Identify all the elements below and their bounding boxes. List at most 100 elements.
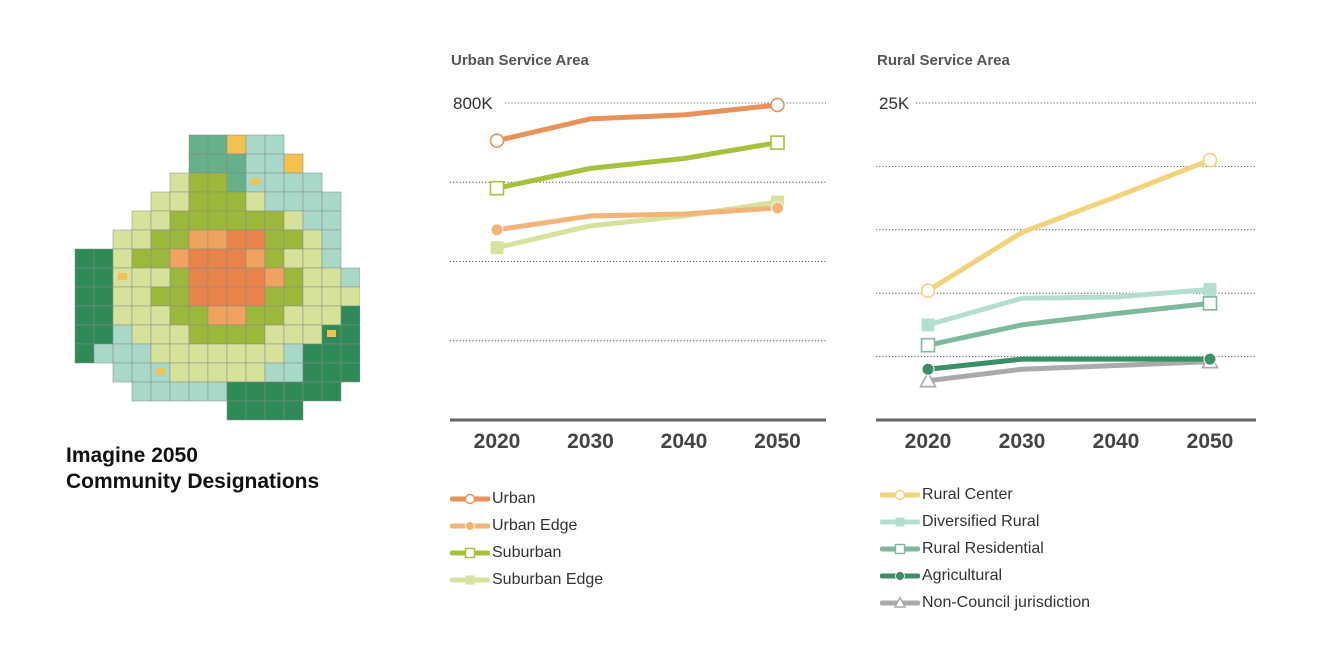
map-cell-diversified-rural [302,172,323,193]
map-rural-center-spot [251,178,260,185]
map-cell-diversified-rural [93,343,114,364]
map-cell-suburban-edge [150,210,171,231]
map-cell-suburban-edge [302,286,323,307]
point-diversified-rural-2050 [1203,282,1217,296]
map-cell-agricultural [321,381,342,402]
series-rural-residential [920,296,1218,353]
x-tick-label-2050: 2050 [754,430,801,453]
legend-item-urban-edge: Urban Edge [450,512,603,539]
series-diversified-rural [921,282,1217,332]
map-cell-agricultural [93,267,114,288]
map-cell-suburban [264,248,285,269]
map-cell-rural-residential [226,153,247,174]
map-cell-suburban-edge [150,267,171,288]
point-urban-edge-2020 [490,223,504,237]
point-rural-center-2050 [1202,152,1218,168]
map-cells [74,134,360,421]
map-cell-suburban-edge [112,305,133,326]
map-cell-suburban-edge [283,305,304,326]
map-cell-suburban-edge [245,343,266,364]
map-cell-suburban-edge [226,343,247,364]
map-cell-suburban-edge [283,248,304,269]
map-cell-agricultural [264,381,285,402]
map-cell-suburban [207,324,228,345]
series-urban [489,97,785,148]
map-cell-suburban-edge [131,324,152,345]
map-cell-suburban [150,286,171,307]
map-cell-suburban [283,267,304,288]
map-cell-urban [226,248,247,269]
map-cell-suburban-edge [150,324,171,345]
map-cell-suburban [169,305,190,326]
legend-label-rural-center: Rural Center [922,485,1013,503]
map-cell-suburban-edge [226,362,247,383]
x-tick-label-2050: 2050 [1187,430,1234,453]
map-cell-suburban-edge [169,343,190,364]
map-cell-agricultural [245,400,266,421]
map-cell-suburban-edge [264,324,285,345]
map-cell-urban-edge [264,267,285,288]
point-urban-2020 [489,133,505,148]
series-agricultural [921,352,1217,376]
map-cell-agricultural [340,305,360,326]
map-cell-agricultural [283,400,304,421]
map-cell-diversified-rural [245,134,266,155]
map-cell-suburban [169,267,190,288]
map-cell-diversified-rural [283,362,304,383]
map-cell-suburban [188,191,209,212]
x-tick-label-2030: 2030 [567,430,614,453]
urban-y-top-label: 800K [453,94,493,113]
legend-swatch-suburban-edge [450,575,490,584]
map-cell-diversified-rural [264,191,285,212]
map-cell-suburban [207,191,228,212]
legend-swatch-urban [450,493,490,504]
map-cell-diversified-rural [264,153,285,174]
map-cell-agricultural [93,305,114,326]
community-designations-map [74,134,360,421]
map-cell-agricultural [93,248,114,269]
urban-chart-title: Urban Service Area [451,52,589,69]
map-cell-diversified-rural [321,248,342,269]
map-cell-urban [226,267,247,288]
map-cell-suburban [207,210,228,231]
map-cell-urban [207,286,228,307]
rural-y-top-label: 25K [879,94,910,113]
map-cell-suburban [264,210,285,231]
map-cell-suburban [150,229,171,250]
map-cell-agricultural [74,267,95,288]
map-cell-diversified-rural [264,172,285,193]
legend-swatch-rural-center [880,489,920,500]
map-cell-urban [226,286,247,307]
map-title: Imagine 2050 Community Designations [66,443,319,495]
map-cell-suburban-edge [150,305,171,326]
series-rural-center [920,152,1218,298]
map-cell-suburban-edge [321,286,342,307]
series-suburban [489,135,785,196]
map-cell-rural-residential [188,153,209,174]
map-rural-center-spot [118,273,127,280]
x-tick-label-2020: 2020 [474,430,521,453]
legend-label-non-council-jurisdiction: Non-Council jurisdiction [922,593,1091,611]
series-line-suburban [494,140,780,191]
legend-swatch-urban-edge [450,520,490,531]
map-cell-rural-residential [207,153,228,174]
map-cell-suburban [226,324,247,345]
point-urban-edge-2050 [771,201,784,215]
map-cell-agricultural [283,381,304,402]
map-cell-suburban [188,324,209,345]
map-cell-urban [188,248,209,269]
series-line-rural-center [925,157,1213,294]
map-cell-suburban-edge [150,191,171,212]
map-cell-suburban-edge [188,343,209,364]
map-cell-diversified-rural [264,362,285,383]
map-cell-suburban [131,248,152,269]
map-cell-suburban-edge [169,172,190,193]
legend-label-urban: Urban [492,489,536,507]
x-tick-label-2040: 2040 [661,430,708,453]
legend-item-non-council-jurisdiction: Non-Council jurisdiction [880,589,1090,616]
map-cell-urban-edge [169,248,190,269]
map-cell-rural-center [226,134,247,155]
map-cell-diversified-rural [321,229,342,250]
map-cell-suburban-edge [264,343,285,364]
map-cell-suburban-edge [321,267,342,288]
